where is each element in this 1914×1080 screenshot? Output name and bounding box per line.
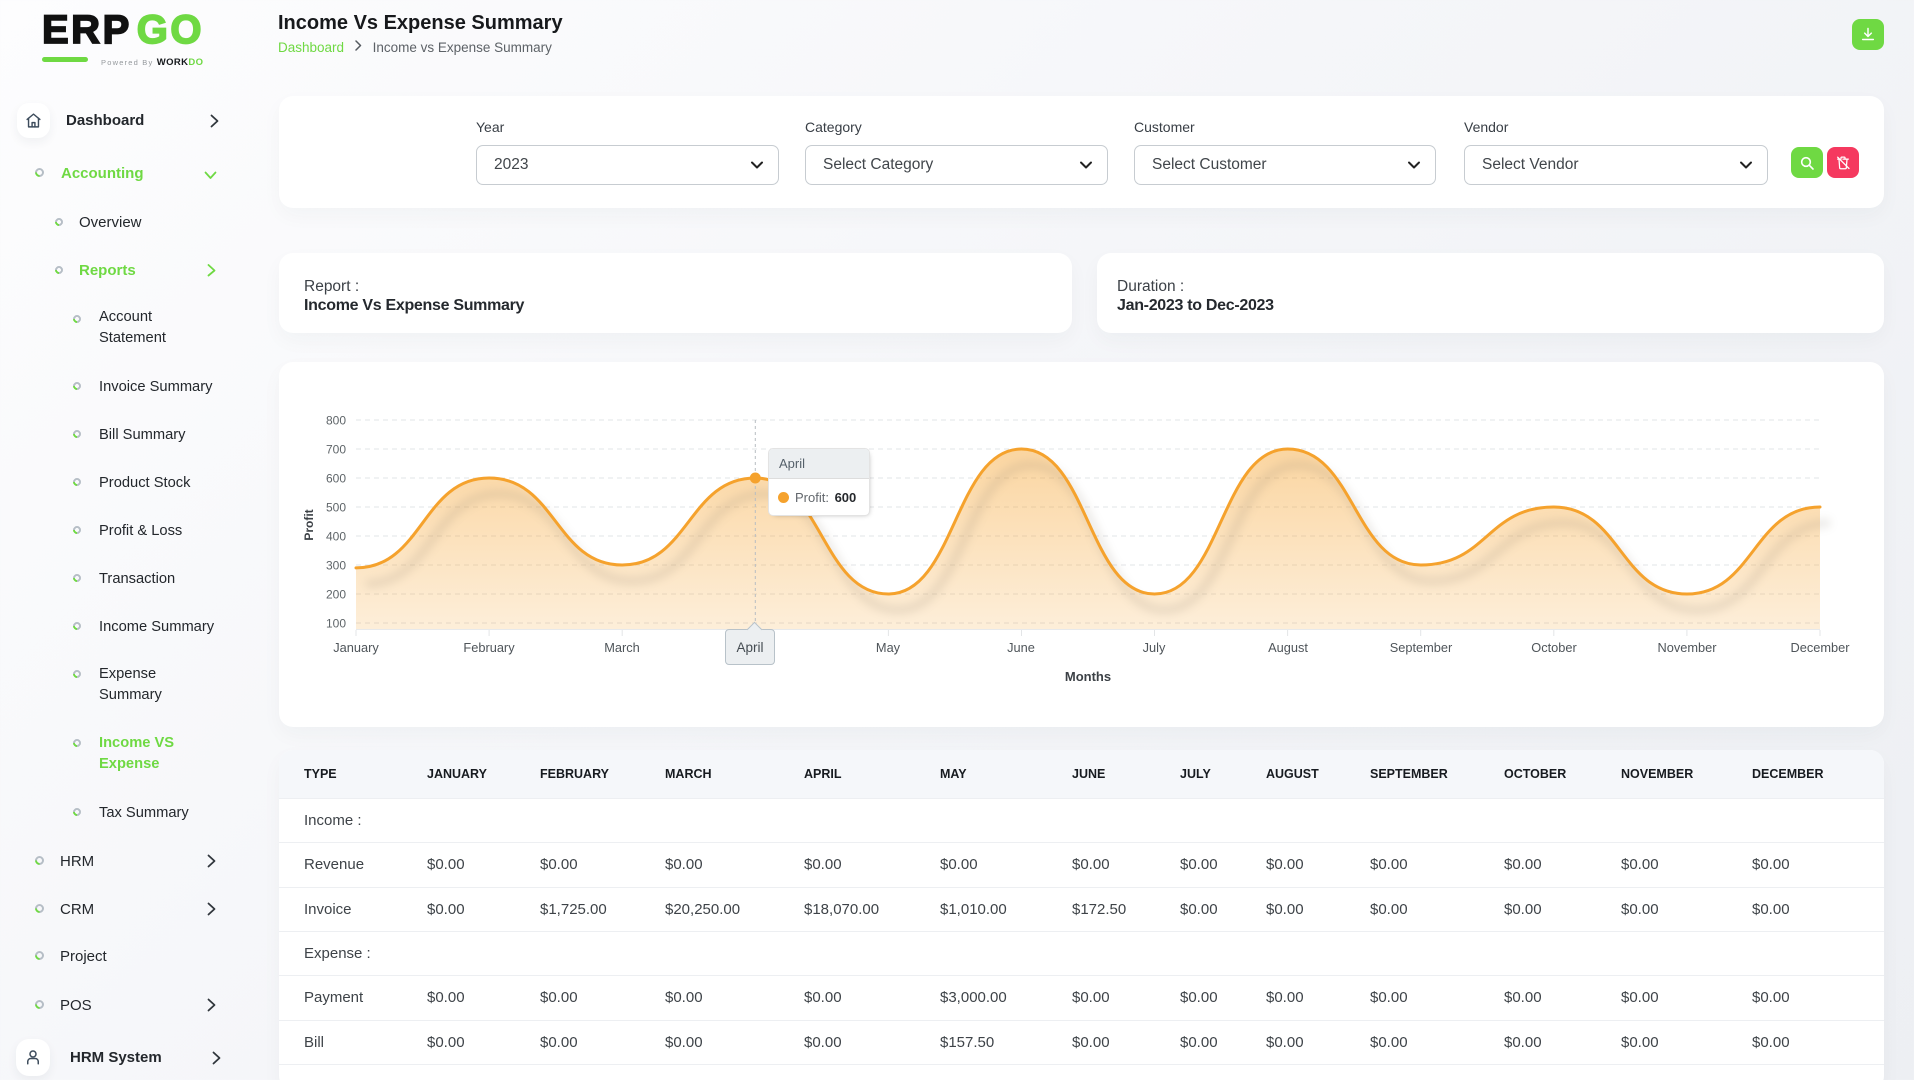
svg-text:100: 100: [326, 617, 346, 631]
svg-text:June: June: [1007, 640, 1035, 655]
svg-text:Months: Months: [1065, 669, 1111, 684]
svg-text:December: December: [1790, 640, 1850, 655]
svg-text:300: 300: [326, 559, 346, 573]
svg-text:September: September: [1390, 640, 1453, 655]
svg-text:500: 500: [326, 501, 346, 515]
svg-text:November: November: [1657, 640, 1717, 655]
svg-text:200: 200: [326, 588, 346, 602]
svg-text:Profit: Profit: [302, 509, 316, 540]
svg-text:February: February: [463, 640, 515, 655]
svg-text:July: July: [1143, 640, 1166, 655]
svg-text:400: 400: [326, 530, 346, 544]
svg-text:March: March: [604, 640, 640, 655]
svg-text:800: 800: [326, 414, 346, 428]
svg-text:January: January: [333, 640, 379, 655]
svg-text:700: 700: [326, 443, 346, 457]
svg-text:October: October: [1531, 640, 1577, 655]
svg-text:600: 600: [326, 472, 346, 486]
svg-text:May: May: [876, 640, 901, 655]
svg-text:August: August: [1268, 640, 1308, 655]
